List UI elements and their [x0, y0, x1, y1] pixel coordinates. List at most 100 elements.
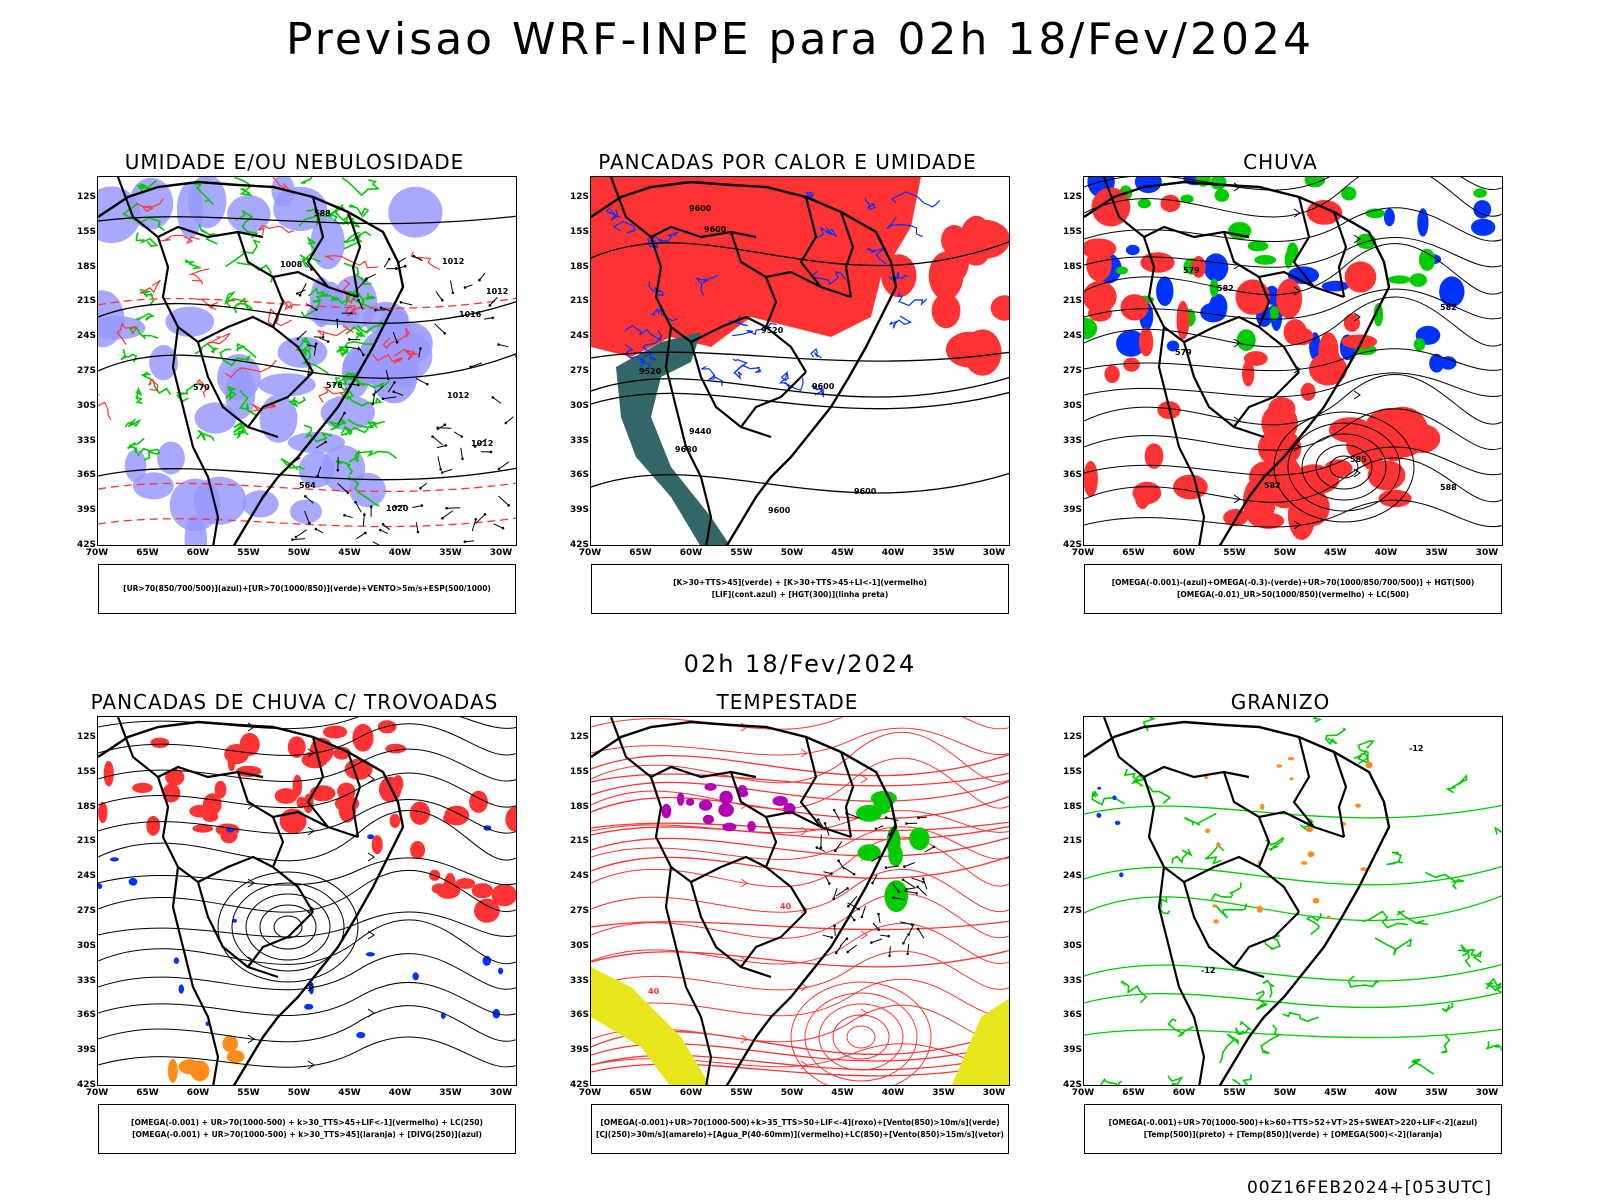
wind-vector-head — [419, 347, 422, 350]
wind-vector-head — [379, 528, 382, 532]
lon-tick-label: 35W — [932, 1088, 955, 1098]
flow-arrow — [247, 1034, 255, 1044]
country-border — [839, 211, 855, 298]
temp850-contour — [1158, 896, 1170, 915]
lat-tick-label: 39S — [569, 1045, 589, 1056]
wind-vector-head — [888, 954, 891, 958]
wind-vector-head — [440, 471, 444, 474]
wind-vector-head — [381, 397, 385, 401]
wind-vector-head — [816, 818, 820, 821]
wind-vector — [383, 258, 390, 268]
thickness-contour — [188, 268, 210, 285]
omega-weak — [1203, 253, 1229, 282]
thickness-contour — [135, 197, 164, 213]
lif-contour — [612, 220, 636, 234]
wind-vector-head — [884, 866, 888, 869]
humid-area — [616, 332, 730, 545]
humidity-high-area — [277, 336, 328, 368]
humidity-low-contour — [234, 177, 253, 197]
thunder-area — [436, 882, 461, 899]
legend-line: [OMEGA(-0.001) + UR>70(1000-500) + k>30_… — [132, 1130, 482, 1139]
wind-vector-head — [298, 293, 302, 297]
rain-area — [1104, 365, 1120, 383]
temp850-contour — [1484, 977, 1502, 993]
humidity-low-contour — [345, 326, 366, 340]
humidity-low-contour — [184, 258, 202, 270]
wind-vector — [475, 513, 486, 524]
thickness-contour — [160, 234, 200, 245]
lon-tick-label: 40W — [388, 1088, 412, 1098]
wind-vector-head — [489, 450, 493, 454]
rain-area — [1144, 443, 1164, 469]
humidity-low-contour — [347, 476, 380, 507]
legend-box: [OMEGA(-0.001) + UR>70(1000-500) + k>30_… — [98, 1104, 516, 1154]
wind-vector — [471, 519, 477, 532]
wind-vector-head — [478, 278, 481, 282]
country-border — [1292, 736, 1315, 828]
temp850-contour — [1357, 740, 1375, 765]
panel-pancadas-trovoadas: PANCADAS DE CHUVA C/ TROVOADAS 12S 15S 18S 2… — [72, 690, 517, 1160]
omega-strong — [1419, 248, 1436, 271]
storm-area — [772, 796, 788, 806]
flow-arrow — [800, 1060, 808, 1070]
flow-arrow — [307, 1060, 315, 1070]
map-frame: 40 40 — [590, 716, 1010, 1086]
humidity-low-contour — [128, 326, 159, 341]
humidity-low-contour — [120, 348, 138, 363]
lif-contour — [624, 344, 646, 367]
wind-vector-head — [362, 353, 365, 357]
contour-label: 40 — [648, 987, 660, 996]
rain-area — [1123, 357, 1140, 372]
wind-vector — [380, 307, 391, 312]
humidity-low-contour — [348, 203, 370, 218]
thunder-area — [301, 751, 328, 769]
wind-vector — [315, 441, 326, 449]
wind-vector — [922, 878, 928, 890]
country-border — [247, 911, 314, 968]
wind-vector-head — [830, 872, 833, 875]
humidity-low-contour — [301, 256, 321, 269]
hail-area — [1097, 786, 1102, 790]
country-border — [1182, 341, 1265, 439]
country-border — [1233, 911, 1300, 968]
wind-vector-head — [491, 316, 495, 320]
lat-tick-label: 18S — [569, 261, 589, 272]
temp850-contour — [1386, 851, 1404, 866]
lif-contour — [810, 347, 822, 359]
lat-tick-label: 21S — [569, 296, 589, 307]
cyclone-ring — [231, 882, 345, 972]
lon-tick-label: 70W — [85, 548, 109, 558]
temp850-contour — [1183, 812, 1217, 826]
country-border — [664, 326, 713, 545]
wind-vector-head — [314, 527, 318, 531]
contour-label: 40 — [780, 902, 792, 911]
wind-vector — [822, 934, 832, 938]
wind-vector-head — [336, 468, 340, 472]
contour-label: 1012 — [447, 391, 469, 400]
hgt500-contour — [1084, 408, 1502, 451]
lc850-streamline — [591, 950, 1009, 991]
humidity-low-contour — [344, 290, 373, 309]
temp850-contour — [1347, 975, 1380, 988]
wind-vector — [902, 879, 915, 888]
lon-tick-label: 55W — [1223, 548, 1246, 558]
country-border — [799, 196, 822, 288]
lc850-streamline — [591, 826, 1009, 860]
contour-label: 9600 — [854, 487, 877, 496]
thickness-contour — [382, 327, 410, 349]
lon-tick-label: 50W — [780, 548, 804, 558]
humidity-high-area — [194, 402, 237, 434]
thunder-area — [239, 732, 260, 756]
thunder-area — [103, 760, 114, 787]
lon-tick-label: 30W — [489, 548, 513, 558]
wind-vector-head — [835, 951, 838, 955]
wind-vector-head — [460, 435, 464, 438]
flow-arrow — [307, 982, 315, 992]
mid-title: 02h 18/Fev/2024 — [683, 650, 917, 678]
lat-tick-label: 27S — [569, 906, 589, 916]
wind-vector — [366, 273, 376, 280]
thunder-area — [469, 790, 488, 813]
wind-vector-head — [501, 526, 505, 530]
streamline — [98, 869, 516, 913]
